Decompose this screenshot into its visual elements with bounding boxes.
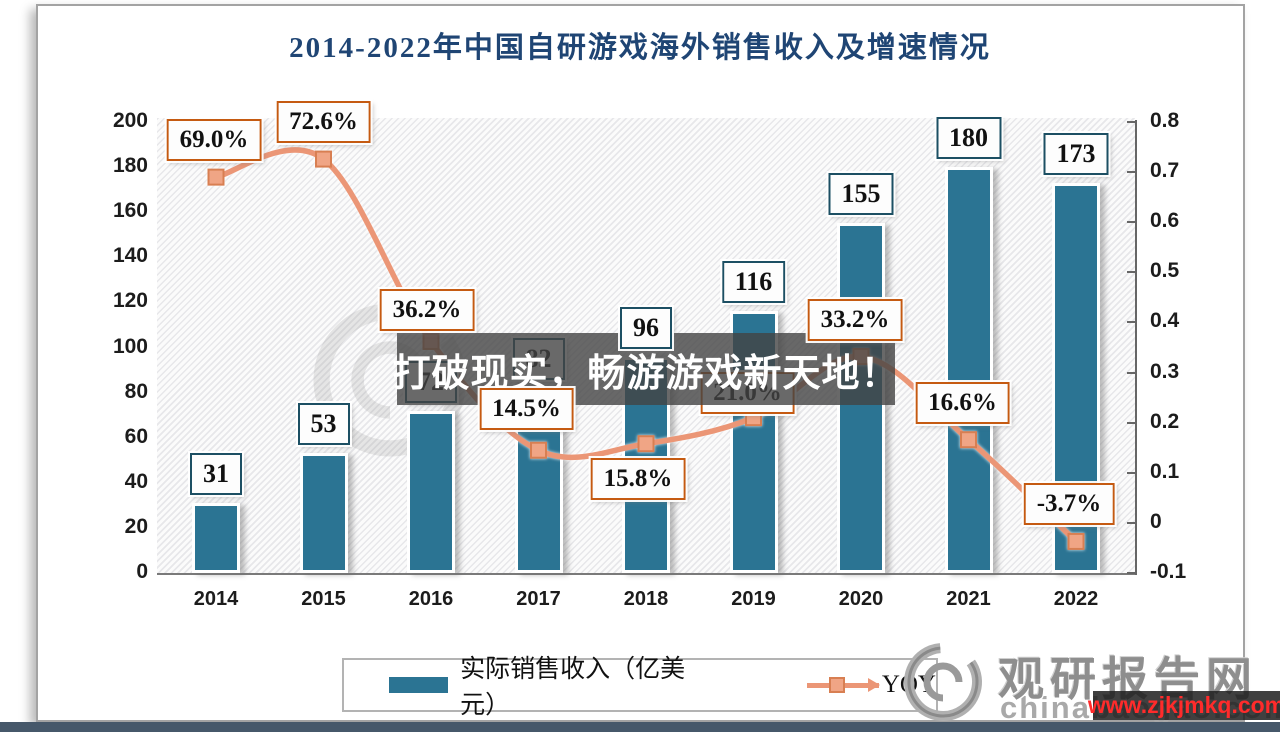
left-axis-tick-label: 100: [112, 334, 148, 358]
yoy-value-label: 72.6%: [274, 99, 373, 146]
yoy-value-label: 16.6%: [913, 379, 1012, 426]
yoy-value-label: -3.7%: [1021, 481, 1117, 528]
legend-bar-swatch: [389, 677, 449, 693]
revenue-bar: [944, 167, 993, 573]
yoy-marker: [530, 441, 547, 459]
url-badge: www.zjkjmkq.com: [1088, 691, 1280, 720]
yoy-value-label: 14.5%: [477, 386, 576, 433]
bar-value-label: 155: [826, 171, 896, 218]
right-axis-tick: [1127, 521, 1136, 524]
x-axis-year-label: 2017: [516, 588, 561, 610]
revenue-bar: [407, 410, 455, 573]
yoy-marker: [637, 435, 655, 453]
yoy-marker: [1067, 532, 1085, 550]
url-badge-text: www.zjkjmkq.com: [1087, 692, 1280, 718]
right-axis-tick-label: 0.1: [1150, 459, 1180, 483]
overlay-watermark-text: 打破现实，畅游游戏新天地！: [392, 352, 900, 395]
yoy-marker: [960, 431, 977, 449]
right-axis-tick-label: 0.4: [1150, 309, 1180, 333]
right-axis-tick-label: 0.2: [1150, 409, 1180, 433]
right-axis-tick-label: 0: [1150, 509, 1162, 533]
bar-value-label: 96: [618, 304, 674, 351]
left-axis-tick-label: 40: [124, 469, 148, 493]
right-axis-tick-label: 0.7: [1150, 159, 1180, 183]
legend-line-swatch: [807, 677, 880, 693]
right-axis-tick-label: 0.5: [1150, 259, 1180, 283]
yoy-value-label: 69.0%: [164, 117, 264, 164]
left-axis-tick-label: 120: [112, 289, 148, 313]
bar-value-label: 31: [188, 451, 244, 498]
right-axis-tick: [1127, 371, 1136, 374]
legend-line-arrow: [867, 678, 880, 692]
bar-value-label: 180: [934, 115, 1003, 162]
left-axis-tick-label: 0: [136, 560, 148, 583]
bottom-bar: [0, 722, 1280, 732]
right-axis-tick-label: -0.1: [1150, 560, 1187, 583]
x-axis-line: [157, 573, 1137, 575]
right-axis-tick: [1127, 221, 1136, 224]
right-axis-tick: [1127, 471, 1136, 474]
bar-value-label: 173: [1041, 130, 1111, 177]
yoy-marker: [315, 150, 332, 168]
right-axis-tick: [1127, 271, 1136, 274]
right-axis-tick: [1127, 321, 1136, 324]
legend: 实际销售收入（亿美元） YOY: [342, 656, 938, 719]
yoy-marker: [207, 168, 225, 186]
legend-line-marker: [829, 677, 846, 693]
bar-value-label: 116: [719, 259, 788, 306]
x-axis-year-label: 2018: [623, 588, 669, 610]
right-axis-tick-label: 0.3: [1150, 359, 1180, 383]
right-axis-tick-label: 0.8: [1150, 109, 1180, 132]
left-axis-tick-label: 140: [112, 244, 148, 268]
left-axis-tick-label: 80: [124, 379, 148, 403]
x-axis-year-label: 2021: [946, 588, 991, 610]
x-axis-year-label: 2014: [193, 588, 239, 610]
left-axis-tick-label: 180: [112, 154, 148, 178]
legend-bar-label: 实际销售收入（亿美元）: [460, 656, 686, 719]
brand-swirl-icon: [904, 643, 982, 721]
yoy-value-label: 36.2%: [377, 287, 477, 334]
revenue-bar: [192, 503, 240, 573]
right-axis-tick: [1127, 421, 1136, 424]
right-axis-tick: [1127, 171, 1136, 174]
left-axis-tick-label: 20: [124, 514, 148, 538]
right-axis-line: [1135, 120, 1137, 575]
chart-title: 2014-2022年中国自研游戏海外销售收入及增速情况: [289, 32, 991, 64]
x-axis-year-label: 2020: [838, 588, 884, 610]
yoy-value-label: 33.2%: [805, 296, 905, 343]
right-axis-tick: [1127, 572, 1136, 574]
left-axis-tick-label: 60: [124, 424, 148, 448]
overlay-watermark-band: 打破现实，畅游游戏新天地！: [393, 333, 899, 405]
right-axis-tick-label: 0.6: [1150, 209, 1180, 233]
yoy-value-label: 15.8%: [588, 455, 688, 502]
x-axis-year-label: 2022: [1053, 588, 1099, 610]
x-axis-year-label: 2016: [408, 588, 454, 610]
bar-value-label: 53: [295, 401, 352, 448]
left-axis-tick-label: 200: [112, 109, 148, 132]
x-axis-year-label: 2019: [731, 588, 776, 610]
x-axis-year-label: 2015: [301, 588, 346, 610]
right-axis-tick: [1127, 121, 1136, 123]
revenue-bar: [299, 453, 348, 573]
left-axis-tick-label: 160: [112, 199, 148, 223]
